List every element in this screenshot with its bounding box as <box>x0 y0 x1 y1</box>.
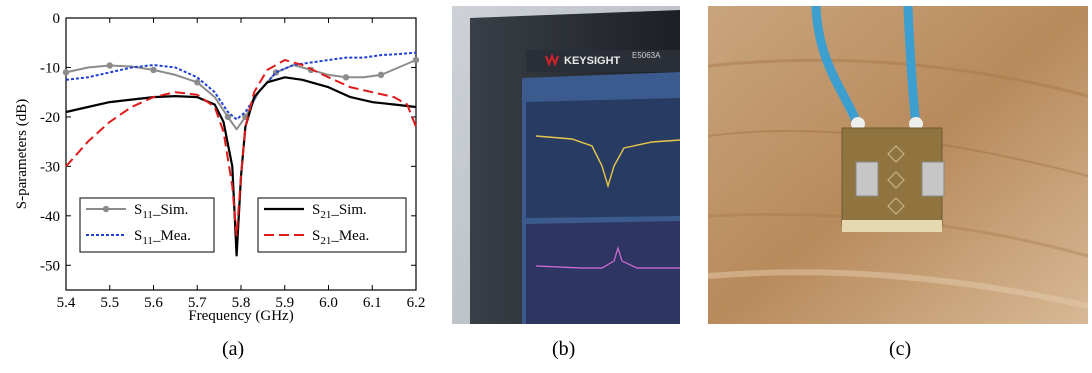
series-marker <box>150 66 157 74</box>
y-axis-title: S-parameters (dB) <box>14 99 30 209</box>
x-tick-label: 6.0 <box>319 295 338 311</box>
legend-box-s21 <box>257 197 407 253</box>
s-parameter-chart: 5.4 5.5 5.6 5.7 5.8 5.9 6.0 6.1 6.2 0 -10 -20 -30 -40… <box>14 11 425 324</box>
legend-label: S11_Mea. <box>134 228 191 247</box>
legend-box-s11 <box>79 197 215 253</box>
y-tick-label: -40 <box>40 209 60 225</box>
series-line <box>65 76 417 257</box>
network-analyzer-photo: KEYSIGHT E5063A <box>452 6 680 324</box>
x-tick-label: 5.9 <box>275 295 294 311</box>
y-tick-label: -20 <box>40 110 60 126</box>
x-tick-label: 5.7 <box>188 295 207 311</box>
legend-label: S21_Sim. <box>312 202 367 221</box>
series-layer <box>62 51 420 257</box>
analyzer-model: E5063A <box>632 51 661 60</box>
analyzer-brand: KEYSIGHT <box>564 55 621 67</box>
x-tick-label: 5.6 <box>144 295 163 311</box>
x-tick-label: 6.2 <box>407 295 426 311</box>
legend-label: S21_Mea. <box>312 228 369 247</box>
y-tick-label: -10 <box>40 60 60 76</box>
x-tick-label: 5.5 <box>100 295 119 311</box>
series-marker <box>412 56 420 64</box>
series-marker <box>377 71 385 79</box>
series-line <box>65 51 417 121</box>
legend: S11_Sim. S11_Mea. S21_Sim. S21_Mea. <box>86 202 369 247</box>
y-tick-label: -30 <box>40 159 60 175</box>
axis-ticks: 5.4 5.5 5.6 5.7 5.8 5.9 6.0 6.1 6.2 0 -10 -20 -30 -40… <box>40 11 425 311</box>
series-marker <box>194 79 201 86</box>
panel-label-b: (b) <box>552 338 576 360</box>
series-marker <box>62 69 70 76</box>
x-tick-label: 6.1 <box>363 295 382 311</box>
antenna-patch-right <box>921 161 945 197</box>
keysight-logo-icon <box>545 53 559 67</box>
legend-marker <box>102 205 110 213</box>
series-marker <box>342 74 350 81</box>
y-tick-label: -50 <box>40 258 60 274</box>
series-line <box>65 59 417 131</box>
panel-label-a: (a) <box>222 338 245 360</box>
x-axis-title: Frequency (GHz) <box>188 308 293 324</box>
antenna-patch-left <box>855 161 879 197</box>
x-tick-label: 5.8 <box>232 295 251 311</box>
legend-label: S11_Sim. <box>134 202 188 221</box>
series-line <box>65 59 417 237</box>
series-marker <box>106 62 113 69</box>
panel-label-c: (c) <box>889 338 912 360</box>
antenna-prototype-photo <box>708 6 1088 324</box>
x-tick-label: 5.4 <box>57 295 76 311</box>
y-tick-label: 0 <box>53 11 61 27</box>
series-marker <box>224 113 232 121</box>
